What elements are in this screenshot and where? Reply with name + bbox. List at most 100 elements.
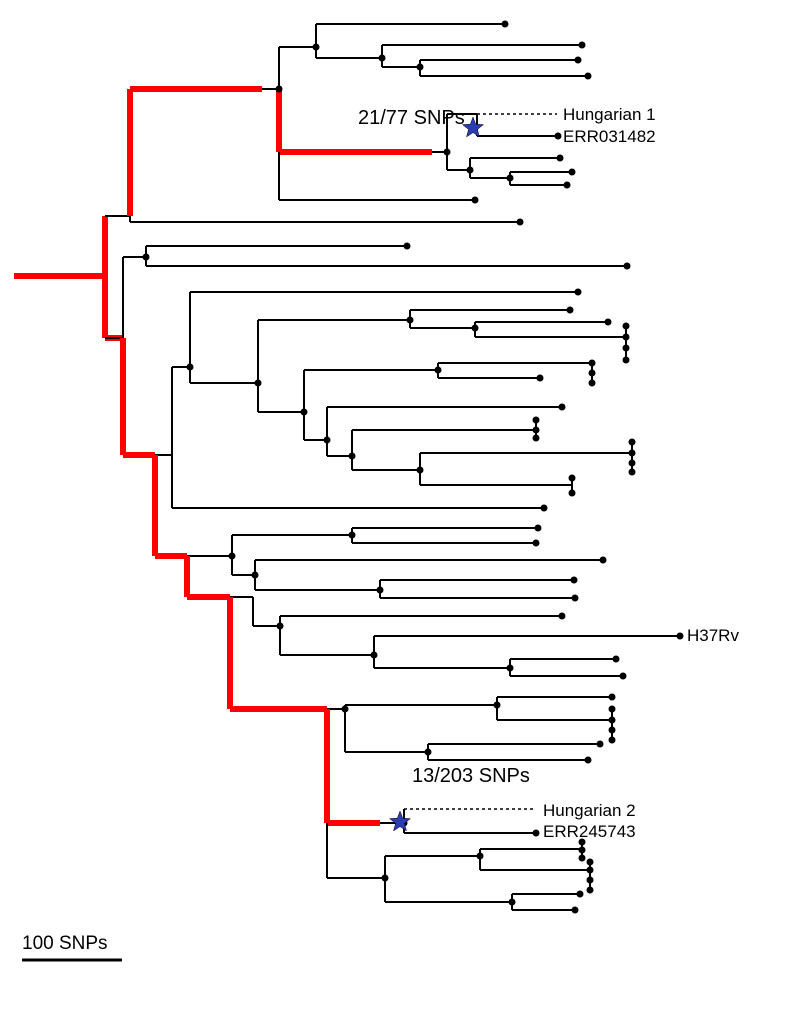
- internal-node: [277, 623, 284, 630]
- tip-node: [587, 887, 594, 894]
- tip-node: [629, 450, 636, 457]
- tip-node: [535, 525, 542, 532]
- tip-node: [587, 867, 594, 874]
- internal-node: [379, 55, 386, 62]
- tip-node: [589, 360, 596, 367]
- internal-node: [382, 875, 389, 882]
- tip-node: [624, 263, 631, 270]
- branches-group: [14, 24, 680, 910]
- tip-label-hungarian-2: Hungarian 2: [543, 801, 636, 820]
- tip-node: [579, 42, 586, 49]
- tip-node: [533, 427, 540, 434]
- internal-node: [342, 706, 349, 713]
- internal-node: [313, 44, 320, 51]
- internal-node: [494, 702, 501, 709]
- snp-annotation-2: 13/203 SNPs: [412, 765, 530, 787]
- tip-node: [623, 357, 630, 364]
- star-icon: [463, 117, 484, 137]
- tip-node: [541, 505, 548, 512]
- internal-node: [425, 749, 432, 756]
- tip-node: [629, 439, 636, 446]
- tip-node: [575, 57, 582, 64]
- tip-node: [609, 737, 616, 744]
- internal-node: [507, 665, 514, 672]
- internal-node: [229, 553, 236, 560]
- internal-node: [417, 467, 424, 474]
- tip-node: [572, 907, 579, 914]
- tip-node: [537, 375, 544, 382]
- tip-node: [677, 633, 684, 640]
- tip-node: [569, 490, 576, 497]
- tip-node: [569, 169, 576, 176]
- tip-node: [587, 877, 594, 884]
- tip-node: [559, 613, 566, 620]
- tip-node: [533, 417, 540, 424]
- tip-node: [533, 540, 540, 547]
- internal-node: [444, 149, 451, 156]
- tip-node: [557, 155, 564, 162]
- internal-node: [477, 853, 484, 860]
- scale-label: 100 SNPs: [22, 933, 108, 954]
- internal-node: [435, 367, 442, 374]
- tip-node: [609, 717, 616, 724]
- phylogenetic-tree: 21/77 SNPs Hungarian 1 ERR031482 H37Rv 1…: [0, 0, 800, 1023]
- tip-node: [623, 323, 630, 330]
- tip-node: [533, 830, 540, 837]
- snp-annotation-1: 21/77 SNPs: [358, 107, 465, 129]
- internal-node: [276, 86, 283, 93]
- tip-node: [587, 859, 594, 866]
- tip-node: [579, 847, 586, 854]
- star-icon: [390, 811, 411, 831]
- internal-node: [349, 453, 356, 460]
- tip-node: [517, 219, 524, 226]
- tip-node: [605, 319, 612, 326]
- tip-node: [555, 133, 562, 140]
- internal-node: [467, 167, 474, 174]
- tip-node: [589, 370, 596, 377]
- tip-node: [404, 243, 411, 250]
- internal-node: [407, 317, 414, 324]
- internal-node: [509, 899, 516, 906]
- internal-node: [371, 652, 378, 659]
- tip-node: [623, 334, 630, 341]
- tip-node: [600, 557, 607, 564]
- tip-node: [502, 21, 509, 28]
- internal-node: [349, 532, 356, 539]
- tip-node: [575, 289, 582, 296]
- internal-node: [255, 380, 262, 387]
- tip-node: [569, 475, 576, 482]
- internal-node: [507, 175, 514, 182]
- tip-node: [609, 727, 616, 734]
- internal-node: [252, 572, 259, 579]
- tip-node: [589, 380, 596, 387]
- tip-node: [629, 469, 636, 476]
- internal-node: [377, 587, 384, 594]
- tip-node: [629, 460, 636, 467]
- tip-node: [577, 891, 584, 898]
- tip-node: [585, 73, 592, 80]
- tip-label-err031482: ERR031482: [563, 127, 656, 146]
- tip-node: [613, 656, 620, 663]
- tip-node: [609, 706, 616, 713]
- internal-node: [143, 254, 150, 261]
- internal-node: [324, 437, 331, 444]
- tip-node: [620, 673, 627, 680]
- stars-group: [390, 117, 484, 831]
- internal-node: [417, 64, 424, 71]
- internal-node: [472, 325, 479, 332]
- tip-label-hungarian-1: Hungarian 1: [563, 105, 656, 124]
- tip-node: [585, 757, 592, 764]
- internal-node: [301, 409, 308, 416]
- tip-node: [572, 595, 579, 602]
- tip-label-err245743: ERR245743: [543, 822, 636, 841]
- tip-label-h37rv: H37Rv: [687, 626, 739, 645]
- tip-node: [564, 182, 571, 189]
- tip-node: [533, 435, 540, 442]
- tip-node: [597, 741, 604, 748]
- tip-node: [472, 197, 479, 204]
- tip-node: [579, 855, 586, 862]
- tip-node: [559, 404, 566, 411]
- tip-node: [571, 577, 578, 584]
- tip-node: [609, 694, 616, 701]
- tip-node: [567, 307, 574, 314]
